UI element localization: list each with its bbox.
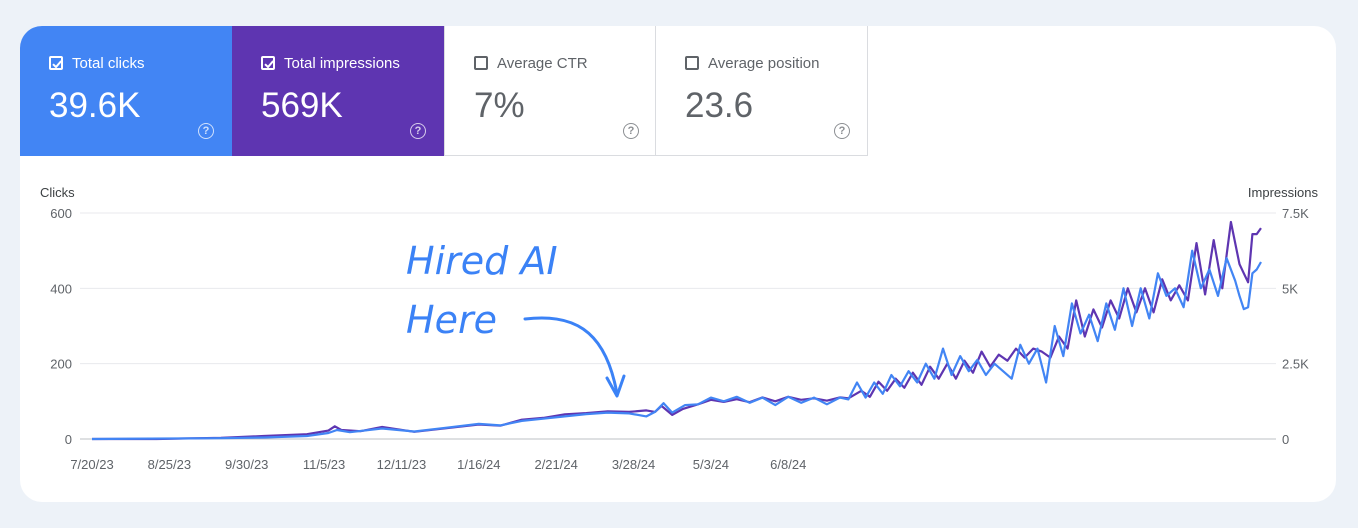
y-right-axis-title: Impressions	[1248, 185, 1319, 200]
y-left-tick-label: 200	[50, 357, 72, 372]
y-right-tick-labels: 0 2.5K 5K 7.5K	[1282, 206, 1309, 447]
impressions-series-line	[92, 220, 1262, 441]
metric-value: 39.6K	[49, 86, 141, 125]
help-icon[interactable]: ?	[198, 123, 214, 139]
y-left-tick-label: 600	[50, 206, 72, 221]
y-left-axis-title: Clicks	[40, 185, 75, 200]
y-right-tick-label: 5K	[1282, 281, 1298, 296]
annotation-line-2: Here	[406, 298, 497, 342]
metric-label: Total impressions	[284, 55, 400, 72]
x-tick-label: 3/28/24	[612, 457, 655, 472]
checkbox-checked-icon[interactable]	[261, 56, 275, 70]
x-tick-label: 2/21/24	[534, 457, 577, 472]
y-right-tick-label: 0	[1282, 432, 1289, 447]
annotation-line-1: Hired AI	[406, 239, 558, 283]
checkbox-unchecked-icon[interactable]	[685, 56, 699, 70]
x-tick-labels: 7/20/23 8/25/23 9/30/23 11/5/23 12/11/23 1/16…	[70, 457, 806, 472]
performance-card: Total clicks 39.6K ? Total impressions 5…	[20, 26, 1336, 502]
help-icon[interactable]: ?	[834, 123, 850, 139]
series-lines	[91, 220, 1262, 441]
metric-total-clicks[interactable]: Total clicks 39.6K ?	[20, 26, 232, 156]
metric-average-position[interactable]: Average position 23.6 ?	[656, 26, 868, 156]
x-tick-label: 1/16/24	[457, 457, 500, 472]
help-icon[interactable]: ?	[623, 123, 639, 139]
metric-value: 7%	[474, 86, 525, 125]
x-tick-label: 6/8/24	[770, 457, 806, 472]
y-right-tick-label: 7.5K	[1282, 206, 1309, 221]
x-tick-label: 5/3/24	[693, 457, 729, 472]
metric-value: 23.6	[685, 86, 754, 125]
performance-chart: Clicks Impressions 0 200 400 600 0 2.5K 5K 7.5…	[40, 185, 1319, 472]
checkbox-checked-icon[interactable]	[49, 56, 63, 70]
metric-label: Average position	[708, 55, 820, 72]
clicks-series-line	[91, 249, 1262, 441]
metric-label: Total clicks	[72, 55, 145, 72]
y-left-tick-label: 400	[50, 281, 72, 296]
x-tick-label: 8/25/23	[148, 457, 191, 472]
metric-tiles: Total clicks 39.6K ? Total impressions 5…	[20, 26, 868, 156]
x-tick-label: 12/11/23	[377, 457, 427, 472]
gridlines	[80, 212, 1276, 440]
help-icon[interactable]: ?	[410, 123, 426, 139]
y-left-tick-labels: 0 200 400 600	[50, 206, 72, 447]
metric-label: Average CTR	[497, 55, 588, 72]
x-tick-label: 7/20/23	[70, 457, 113, 472]
x-tick-label: 11/5/23	[303, 457, 345, 472]
annotation-arrow	[523, 316, 626, 398]
metric-value: 569K	[261, 86, 343, 125]
y-left-tick-label: 0	[65, 432, 72, 447]
metric-total-impressions[interactable]: Total impressions 569K ?	[232, 26, 444, 156]
metric-average-ctr[interactable]: Average CTR 7% ?	[444, 26, 656, 156]
x-tick-label: 9/30/23	[225, 457, 268, 472]
checkbox-unchecked-icon[interactable]	[474, 56, 488, 70]
y-right-tick-label: 2.5K	[1282, 357, 1309, 372]
